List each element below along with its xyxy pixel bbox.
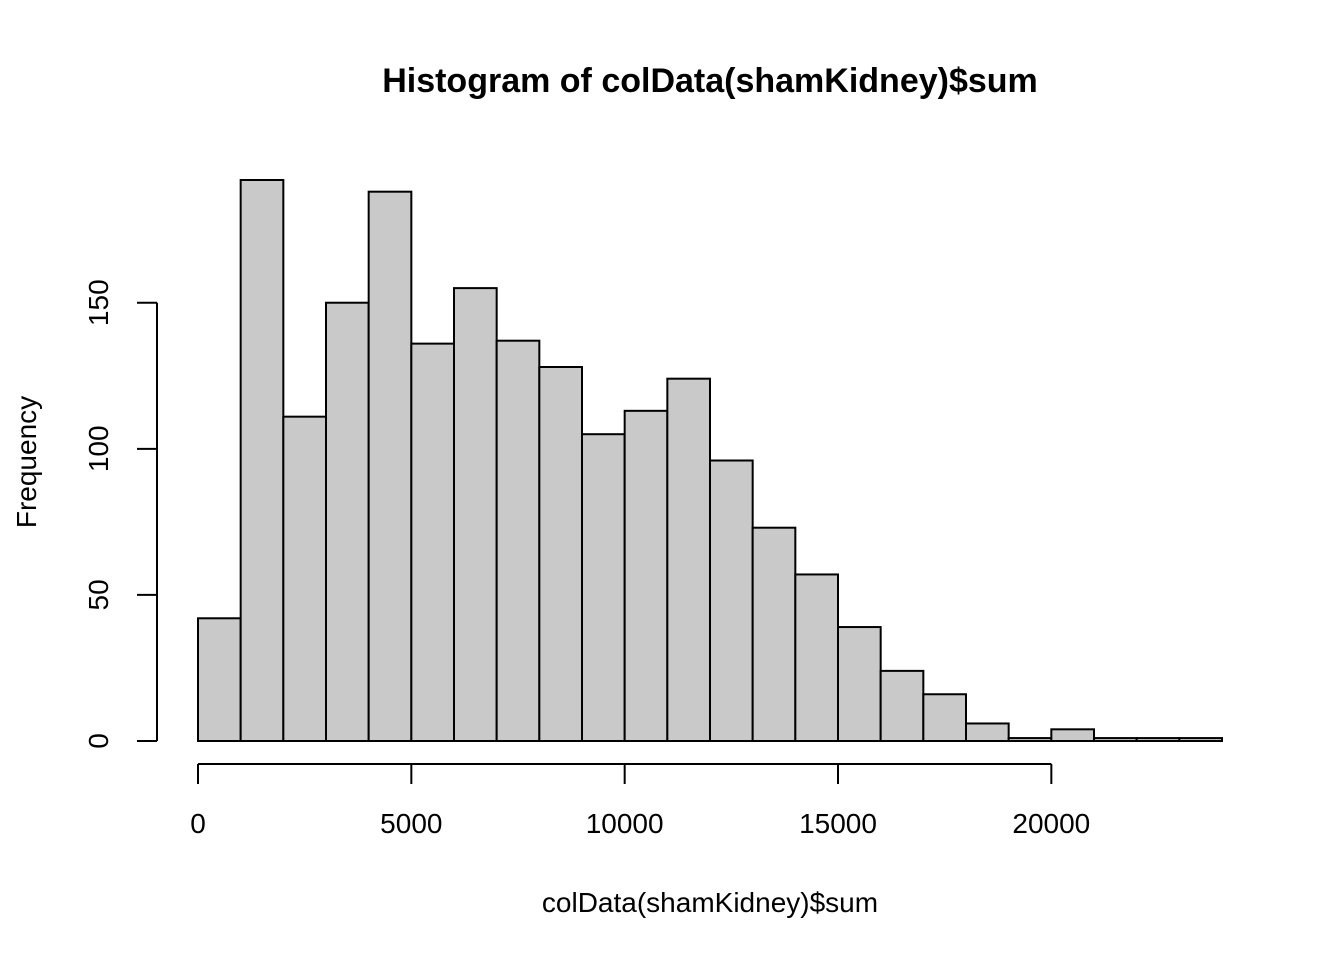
y-axis: 0 50 100 150 <box>83 279 158 749</box>
histogram-bar <box>666 377 711 742</box>
x-tick-label: 10000 <box>586 808 664 839</box>
histogram-bar <box>965 722 1010 742</box>
histogram-bar <box>282 415 328 742</box>
histogram-bar <box>495 339 541 742</box>
histogram-bar <box>794 573 839 742</box>
bars-group <box>197 179 1224 742</box>
histogram-bar <box>1050 728 1096 742</box>
histogram-bar <box>453 287 498 742</box>
histogram-bar <box>367 190 413 742</box>
histogram-bar <box>879 669 925 742</box>
histogram-bar <box>837 626 882 742</box>
x-tick-label: 20000 <box>1012 808 1090 839</box>
histogram-bar <box>922 693 967 742</box>
y-tick-label: 100 <box>83 425 114 472</box>
y-tick-label: 0 <box>83 733 114 749</box>
histogram-bar <box>1135 737 1181 742</box>
histogram-bar <box>538 366 583 742</box>
y-axis-label: Frequency <box>11 396 42 528</box>
histogram-bar <box>709 459 754 742</box>
histogram-bar <box>197 617 242 742</box>
histogram-bar <box>751 526 797 742</box>
histogram-bar <box>410 342 456 742</box>
x-tick-label: 5000 <box>380 808 442 839</box>
histogram-bar <box>1093 737 1138 742</box>
x-tick-label: 0 <box>190 808 206 839</box>
histogram-bar <box>1007 737 1053 742</box>
histogram-bar <box>623 409 669 742</box>
histogram-bar <box>1178 737 1224 742</box>
y-tick-label: 150 <box>83 279 114 326</box>
x-axis: 0 5000 10000 15000 20000 <box>190 763 1090 839</box>
y-tick-label: 50 <box>83 579 114 610</box>
x-tick-label: 15000 <box>799 808 877 839</box>
histogram-bar <box>581 433 626 742</box>
chart-title: Histogram of colData(shamKidney)$sum <box>382 62 1038 100</box>
histogram-bar <box>325 301 370 742</box>
x-axis-label: colData(shamKidney)$sum <box>542 887 878 918</box>
histogram-bar <box>239 179 285 742</box>
